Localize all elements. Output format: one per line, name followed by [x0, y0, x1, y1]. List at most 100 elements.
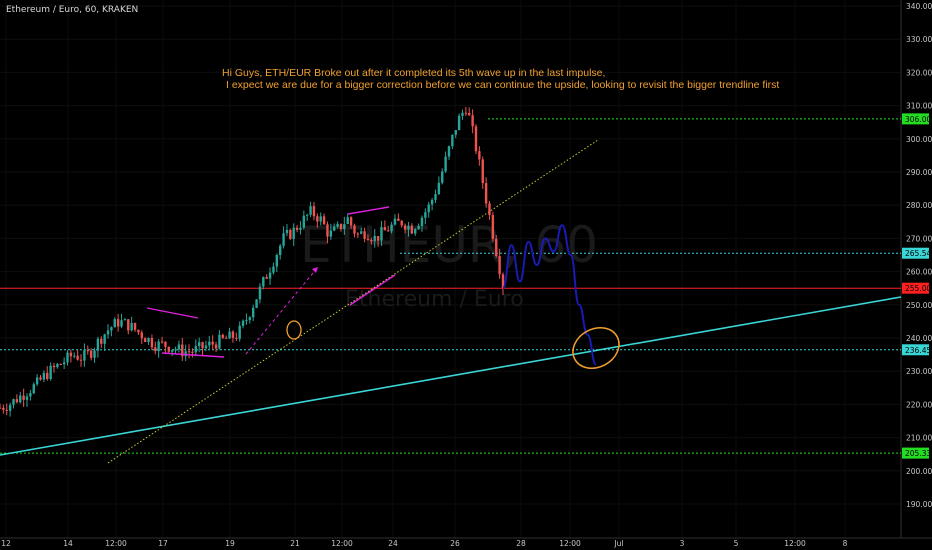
- price-level-tag-label: 306.00: [905, 115, 931, 124]
- candle-body: [424, 212, 427, 218]
- symbol-header: Ethereum / Euro, 60, KRAKEN: [6, 5, 139, 15]
- time-axis[interactable]: 12 14 12:00 17 19 21 12:00 24 26 28 12:00 Jul 3 5 12:0…: [1, 539, 847, 548]
- candle-body: [464, 112, 468, 114]
- candle-body: [498, 256, 501, 275]
- candle-body: [167, 346, 170, 352]
- candle-body: [501, 274, 505, 289]
- x-tick-label: 12:00: [331, 539, 353, 548]
- candle-body: [170, 349, 174, 352]
- candle-body: [123, 319, 127, 321]
- candle-body: [191, 351, 194, 353]
- candle-body: [349, 217, 353, 226]
- watermark-name: Ethereum / Euro: [345, 287, 524, 312]
- candle-body: [194, 346, 197, 353]
- breakout-circle[interactable]: [286, 320, 302, 340]
- candle-body: [154, 347, 157, 352]
- price-axis[interactable]: 190.00 200.00 210.00 220.00 230.00 240.00 250.…: [902, 2, 932, 509]
- candle-body: [0, 407, 2, 409]
- gridlines: [0, 0, 901, 538]
- y-tick-label: 230.00: [906, 367, 932, 376]
- candle-body: [103, 334, 106, 344]
- candle-body: [231, 331, 235, 338]
- target-circle[interactable]: [566, 320, 626, 376]
- candle-body: [478, 151, 481, 160]
- candle-body: [353, 225, 356, 234]
- candle-body: [197, 342, 201, 347]
- channel-top-2[interactable]: [347, 206, 390, 215]
- watermark: ETHEUR, 60 Ethereum / Euro: [300, 216, 598, 312]
- candle-body: [214, 344, 218, 349]
- candle-body: [160, 341, 164, 343]
- candle-body: [184, 351, 187, 357]
- candle-body: [285, 229, 289, 234]
- x-tick-label: 14: [63, 539, 73, 548]
- channel-bottom-2[interactable]: [349, 274, 396, 306]
- x-tick-label: 19: [225, 539, 235, 548]
- candle-body: [181, 344, 184, 357]
- candle-body: [414, 229, 417, 234]
- y-tick-label: 280.00: [906, 201, 932, 210]
- x-tick-label: 12:00: [784, 539, 806, 548]
- candle-body: [59, 364, 62, 366]
- candle-body: [437, 182, 441, 195]
- price-level-tag: [902, 113, 929, 125]
- projection-path[interactable]: [502, 224, 597, 366]
- price-level-tag-label: 236.45: [905, 346, 931, 355]
- candle-body: [251, 307, 255, 318]
- candle-body: [356, 233, 360, 235]
- x-tick-label: 17: [158, 539, 168, 548]
- candle-body: [218, 334, 221, 349]
- y-tick-label: 320.00: [906, 68, 932, 77]
- candle-body: [278, 245, 282, 256]
- candle-body: [322, 216, 326, 225]
- candle-body: [495, 238, 498, 257]
- y-tick-label: 310.00: [906, 102, 932, 111]
- y-tick-label: 260.00: [906, 268, 932, 277]
- channel-top-1[interactable]: [146, 307, 199, 319]
- candle-body: [174, 349, 177, 351]
- price-level-tag-label: 265.54: [905, 249, 931, 258]
- breakout-arrow-line[interactable]: [245, 266, 319, 355]
- candle-body: [427, 204, 430, 213]
- candle-body: [49, 365, 52, 379]
- x-tick-label: 21: [290, 539, 300, 548]
- price-level-tag: [902, 282, 929, 294]
- candle-body: [488, 203, 491, 216]
- candle-body: [430, 199, 434, 205]
- candle-body: [343, 223, 346, 230]
- candle-body: [211, 341, 214, 345]
- candlestick-series: [0, 107, 505, 417]
- candle-body: [106, 330, 110, 335]
- y-tick-label: 210.00: [906, 434, 932, 443]
- candle-body: [484, 183, 488, 204]
- price-level-tag: [902, 247, 929, 259]
- candle-body: [187, 351, 191, 353]
- price-level-tag-label: 205.33: [905, 449, 931, 458]
- candle-body: [127, 319, 130, 331]
- breakout-arrowhead: [312, 267, 318, 273]
- y-tick-label: 200.00: [906, 467, 932, 476]
- candle-body: [346, 217, 349, 224]
- x-tick-label: 12:00: [559, 539, 581, 548]
- candle-body: [12, 399, 15, 405]
- drawings: [146, 206, 626, 376]
- candle-body: [410, 225, 414, 234]
- x-tick-label: 24: [388, 539, 398, 548]
- candle-body: [262, 277, 265, 287]
- channel-bottom-1[interactable]: [161, 352, 225, 358]
- candle-body: [265, 277, 268, 279]
- candle-body: [316, 216, 319, 222]
- candle-body: [481, 159, 484, 184]
- cyan-major-trendline[interactable]: [0, 296, 902, 456]
- candle-body: [407, 225, 410, 230]
- candle-body: [417, 225, 420, 230]
- candle-body: [22, 395, 25, 400]
- price-level-tag: [902, 447, 929, 459]
- candle-body: [336, 223, 339, 227]
- candle-body: [39, 377, 42, 380]
- candle-body: [66, 352, 69, 363]
- candle-body: [383, 227, 387, 231]
